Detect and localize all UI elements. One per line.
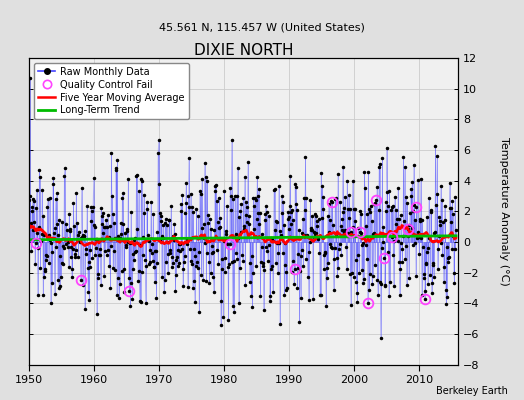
Y-axis label: Temperature Anomaly (°C): Temperature Anomaly (°C): [499, 137, 509, 286]
Title: DIXIE NORTH: DIXIE NORTH: [194, 43, 293, 58]
Legend: Raw Monthly Data, Quality Control Fail, Five Year Moving Average, Long-Term Tren: Raw Monthly Data, Quality Control Fail, …: [34, 63, 189, 119]
Text: 45.561 N, 115.457 W (United States): 45.561 N, 115.457 W (United States): [159, 22, 365, 32]
Text: Berkeley Earth: Berkeley Earth: [436, 386, 508, 396]
